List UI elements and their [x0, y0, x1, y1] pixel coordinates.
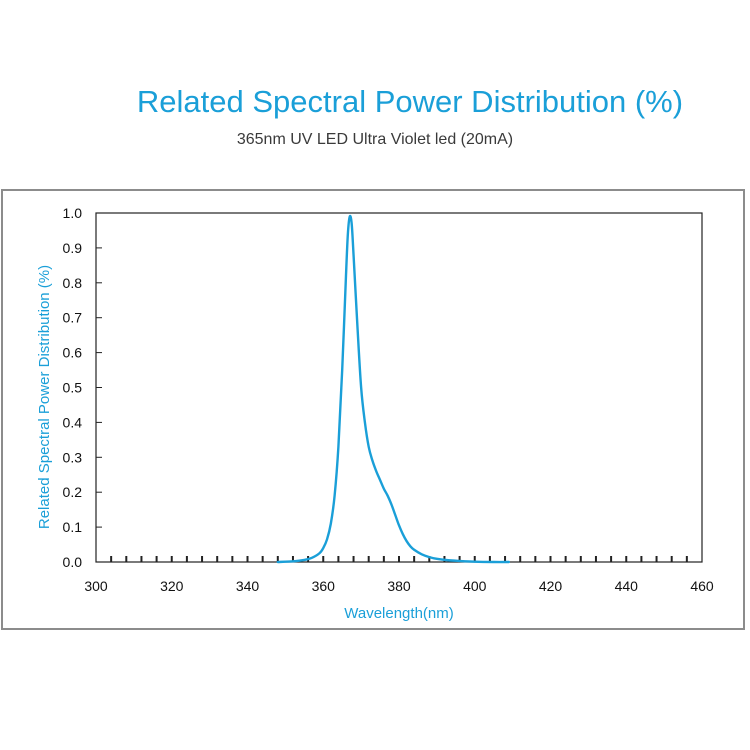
y-tick-label: 0.3	[63, 449, 83, 465]
y-tick-label: 0.4	[63, 414, 83, 430]
y-tick-label: 0.5	[63, 380, 83, 396]
y-tick-label: 0.7	[63, 310, 83, 326]
x-axis-title: Wavelength(nm)	[344, 605, 453, 622]
chart-frame	[1, 189, 745, 630]
plot-area	[95, 212, 703, 563]
x-minor-ticks	[110, 556, 688, 562]
page-subtitle: 365nm UV LED Ultra Violet led (20mA)	[236, 131, 514, 148]
x-tick-label: 420	[539, 578, 563, 594]
x-tick-label: 440	[615, 578, 639, 594]
x-tick-label: 400	[463, 578, 487, 594]
x-tick-label: 380	[387, 578, 411, 594]
x-tick-label: 360	[312, 578, 336, 594]
x-tick-label: 300	[84, 578, 108, 594]
x-tick-label: 340	[236, 578, 260, 594]
y-tick-label: 0.9	[63, 240, 83, 256]
y-axis: 0.0 0.1 0.2 0.3 0.4 0.5 0.6 0.7 0.8 0.9 1.0	[63, 205, 102, 570]
x-axis: 300 320 340 360 380 400 420 440 460	[84, 578, 714, 594]
y-tick-label: 0.6	[63, 345, 83, 361]
y-tick-label: 0.0	[63, 554, 83, 570]
series-line	[276, 214, 511, 564]
x-tick-label: 460	[690, 578, 714, 594]
y-tick-label: 0.1	[63, 519, 83, 535]
y-tick-label: 1.0	[63, 205, 83, 221]
y-tick-label: 0.2	[63, 484, 83, 500]
page-title: Related Spectral Power Distribution (%)	[136, 84, 684, 119]
y-tick-label: 0.8	[63, 275, 83, 291]
x-tick-label: 320	[160, 578, 184, 594]
y-axis-title: Related Spectral Power Distribution (%)	[36, 265, 53, 529]
